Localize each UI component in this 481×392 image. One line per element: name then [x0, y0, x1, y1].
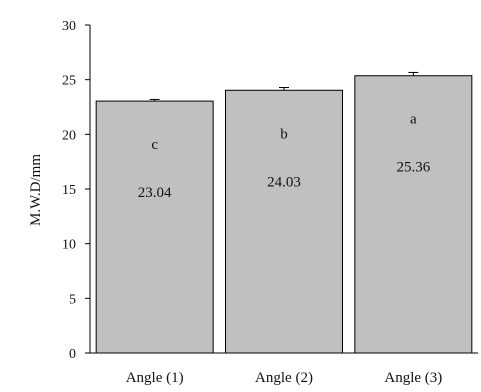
value-label-3: 25.36	[396, 160, 430, 176]
bar-1	[95, 100, 214, 354]
group-letter-1: c	[151, 137, 158, 153]
group-letter-2: b	[280, 126, 288, 142]
y-tick-label-0: 0	[69, 347, 76, 362]
y-tick-label-25: 25	[62, 74, 76, 89]
x-tick-label-2: Angle (2)	[255, 370, 313, 386]
plot-area: c 23.04 Angle (1) b 24.03 Angle (2) a 25.36 Angl…	[62, 19, 478, 386]
y-tick-label-20: 20	[62, 128, 76, 143]
y-tick-label-10: 10	[62, 238, 76, 253]
value-label-1: 23.04	[138, 185, 172, 201]
bar-3	[354, 75, 473, 354]
value-label-2: 24.03	[267, 174, 301, 190]
y-tick-label-5: 5	[69, 292, 76, 307]
y-tick-label-30: 30	[62, 19, 76, 34]
x-tick-label-3: Angle (3)	[384, 370, 442, 386]
x-tick-label-1: Angle (1)	[126, 370, 184, 386]
y-tick-label-15: 15	[62, 183, 76, 198]
y-axis-label: M.W.D/mm	[28, 154, 44, 226]
group-letter-3: a	[410, 112, 417, 128]
